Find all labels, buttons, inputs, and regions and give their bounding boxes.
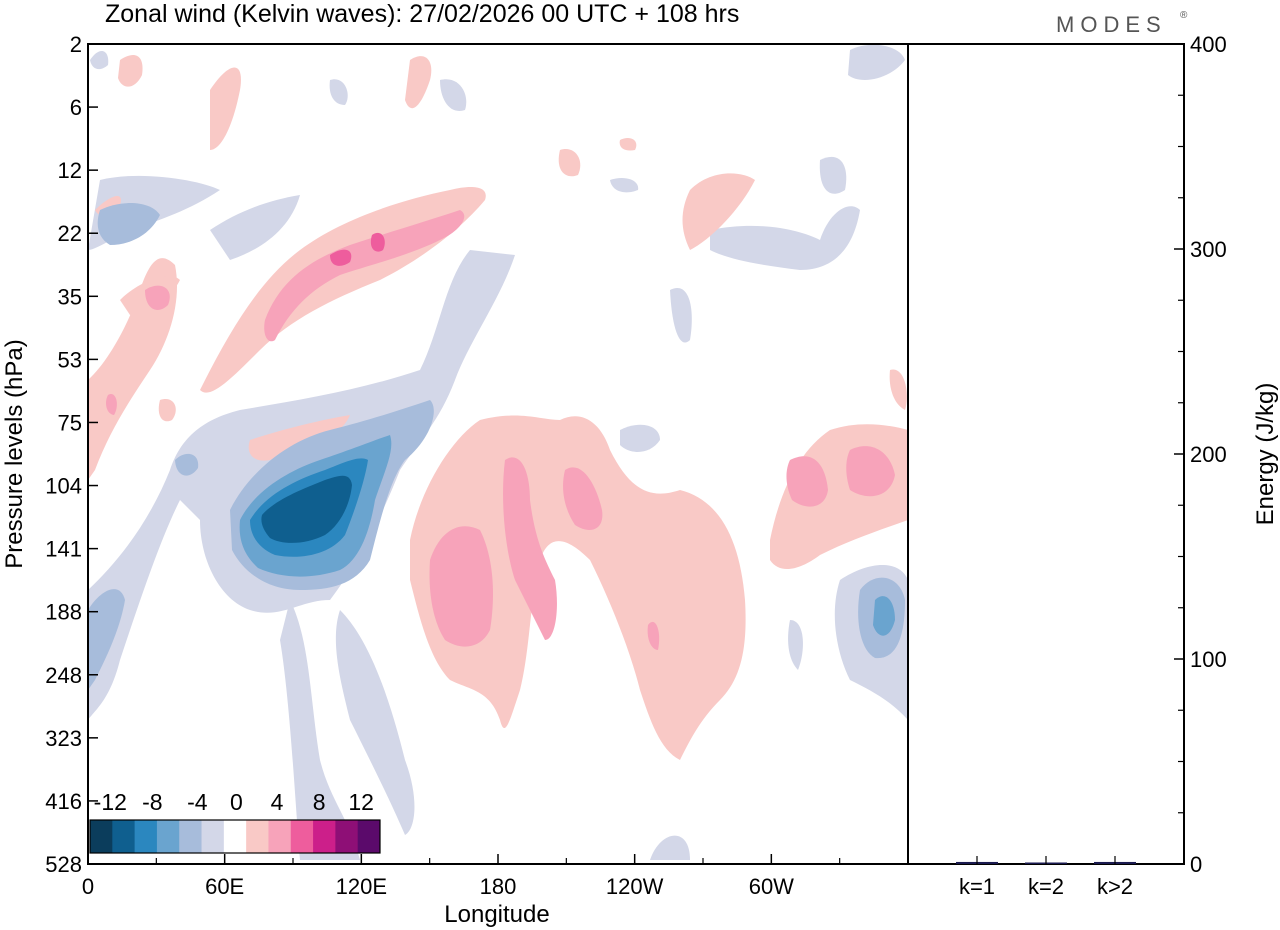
- x-tick-label: 120W: [606, 874, 664, 899]
- colorbar-label: 8: [313, 789, 326, 815]
- colorbar-label: -4: [187, 789, 208, 815]
- y-axis-label: Pressure levels (hPa): [1, 339, 28, 568]
- colorbar-frame: [89, 819, 381, 854]
- colorbar-swatch: [268, 820, 292, 853]
- colorbar-swatch: [223, 820, 247, 853]
- x-tick-label: 0: [82, 874, 94, 899]
- colorbar-label: 12: [348, 789, 374, 815]
- brand-logo: MODES: [1056, 12, 1167, 37]
- colorbar-swatch: [112, 820, 136, 853]
- energy-category-label: k=2: [1028, 874, 1064, 899]
- colorbar: -12 -8 -4 0 4 8 12: [89, 789, 381, 854]
- y-tick-label: 323: [45, 726, 82, 751]
- colorbar-label: 0: [230, 789, 243, 815]
- y-tick-label: 22: [58, 221, 82, 246]
- colorbar-label: -8: [142, 789, 162, 815]
- y-tick-label: 141: [45, 537, 82, 562]
- colorbar-swatch: [313, 820, 336, 853]
- y-tick-label: 528: [45, 852, 82, 877]
- colorbar-label: 4: [271, 789, 284, 815]
- energy-tick-label: 100: [1190, 647, 1227, 672]
- colorbar-swatch: [201, 820, 225, 853]
- chart-title: Zonal wind (Kelvin waves): 27/02/2026 00…: [105, 0, 739, 28]
- energy-category-label: k=1: [959, 874, 995, 899]
- x-tick-label: 60E: [205, 874, 244, 899]
- energy-tick-label: 200: [1190, 442, 1227, 467]
- energy-tick-label: 0: [1190, 852, 1202, 877]
- energy-axis-label: Energy (J/kg): [1252, 383, 1279, 526]
- colorbar-swatch: [134, 820, 158, 853]
- contour-level-pos-6: [330, 232, 385, 266]
- y-tick-label: 2: [70, 32, 82, 57]
- brand-registered-mark: ®: [1180, 10, 1188, 21]
- energy-tick-label: 300: [1190, 237, 1227, 262]
- y-tick-label: 416: [45, 789, 82, 814]
- contour-level-pos-2: [88, 55, 908, 760]
- colorbar-swatch: [335, 820, 359, 853]
- y-tick-label: 12: [58, 158, 82, 183]
- y-tick-label: 75: [58, 410, 82, 435]
- x-tick-label: 60W: [749, 874, 794, 899]
- energy-bars: 0 100 200 300 400 k=1 k=2 k>2: [956, 32, 1227, 899]
- colorbar-label: -12: [94, 789, 127, 815]
- x-tick-label: 120E: [336, 874, 387, 899]
- y-axis-ticks: 2 6 12 22 35 53 75 104 141 188 248 323 416 528: [45, 32, 98, 877]
- y-tick-label: 248: [45, 663, 82, 688]
- y-tick-label: 188: [45, 600, 82, 625]
- x-axis-ticks: 0 60E 120E 180 120W 60W: [82, 854, 841, 899]
- colorbar-swatch: [246, 820, 269, 853]
- contour-level-pos-4: [106, 210, 895, 650]
- colorbar-swatch: [357, 820, 381, 853]
- contour-level-neg-10: [261, 475, 352, 543]
- x-axis-label: Longitude: [444, 901, 549, 928]
- x-tick-label: 180: [480, 874, 517, 899]
- y-tick-label: 104: [45, 474, 82, 499]
- energy-tick-label: 400: [1190, 32, 1227, 57]
- y-tick-label: 6: [70, 95, 82, 120]
- contour-field: [88, 44, 908, 860]
- y-tick-label: 53: [58, 347, 82, 372]
- energy-panel-frame: [907, 43, 1185, 865]
- colorbar-swatch: [179, 820, 203, 853]
- colorbar-swatch: [290, 820, 314, 853]
- energy-category-label: k>2: [1097, 874, 1133, 899]
- colorbar-swatch: [90, 820, 113, 853]
- y-tick-label: 35: [58, 284, 82, 309]
- colorbar-swatch: [156, 820, 180, 853]
